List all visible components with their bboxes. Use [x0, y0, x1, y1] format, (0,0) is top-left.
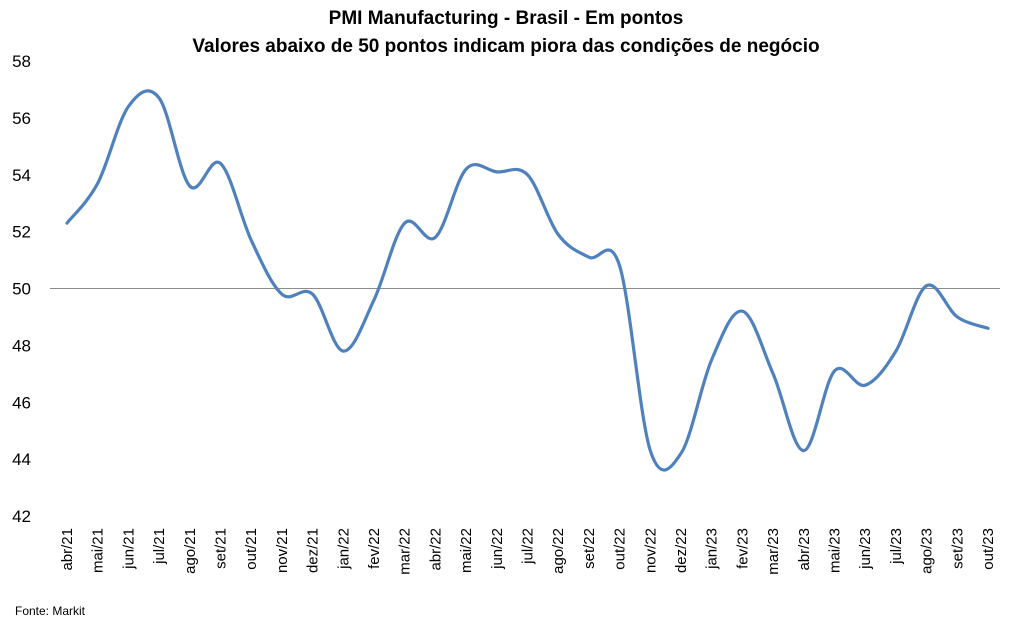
x-tick-label: nov/21: [274, 528, 291, 573]
x-tick-label: mar/22: [397, 528, 414, 575]
x-tick-label: jan/23: [704, 528, 721, 570]
x-tick-label: jan/22: [335, 528, 352, 570]
x-tick-label: fev/22: [366, 528, 383, 569]
y-tick-label: 56: [12, 109, 31, 128]
chart-subtitle: Valores abaixo de 50 pontos indicam pior…: [192, 36, 820, 57]
x-tick-label: fev/23: [734, 528, 751, 569]
y-tick-label: 54: [12, 166, 31, 185]
x-tick-label: nov/22: [642, 528, 659, 573]
x-tick-label: ago/21: [182, 528, 199, 574]
x-tick-label: ago/23: [919, 528, 936, 574]
x-tick-label: dez/21: [305, 528, 322, 573]
x-tick-label: out/21: [243, 528, 260, 570]
chart-title: PMI Manufacturing - Brasil - Em pontos: [328, 8, 684, 29]
x-tick-label: out/22: [612, 528, 629, 570]
y-tick-label: 52: [12, 223, 31, 242]
x-tick-label: set/23: [949, 528, 966, 569]
y-tick-label: 48: [12, 336, 31, 355]
series-line-pmi: [65, 89, 990, 472]
x-tick-label: mar/23: [765, 528, 782, 575]
x-tick-label: abr/23: [796, 528, 813, 571]
x-tick-label: abr/22: [427, 528, 444, 571]
x-tick-label: jun/23: [857, 528, 874, 570]
x-tick-label: mai/21: [90, 528, 107, 573]
x-tick-label: mai/22: [458, 528, 475, 573]
y-tick-label: 58: [12, 52, 31, 71]
x-tick-label: mai/23: [827, 528, 844, 573]
x-tick-label: out/23: [980, 528, 997, 570]
x-tick-label: set/22: [581, 528, 598, 569]
x-tick-label: jul/21: [151, 528, 168, 565]
x-tick-label: jun/21: [120, 528, 137, 570]
x-tick-label: abr/21: [59, 528, 76, 571]
x-tick-label: jul/22: [520, 528, 537, 565]
source-note: Fonte: Markit: [15, 604, 86, 618]
y-tick-label: 46: [12, 393, 31, 412]
x-tick-label: dez/22: [673, 528, 690, 573]
y-tick-label: 50: [12, 280, 31, 299]
x-tick-label: set/21: [213, 528, 230, 569]
y-tick-label: 44: [12, 450, 31, 469]
x-tick-label: ago/22: [550, 528, 567, 574]
x-tick-label: jul/23: [888, 528, 905, 565]
y-tick-label: 42: [12, 507, 31, 526]
x-tick-label: jun/22: [489, 528, 506, 570]
